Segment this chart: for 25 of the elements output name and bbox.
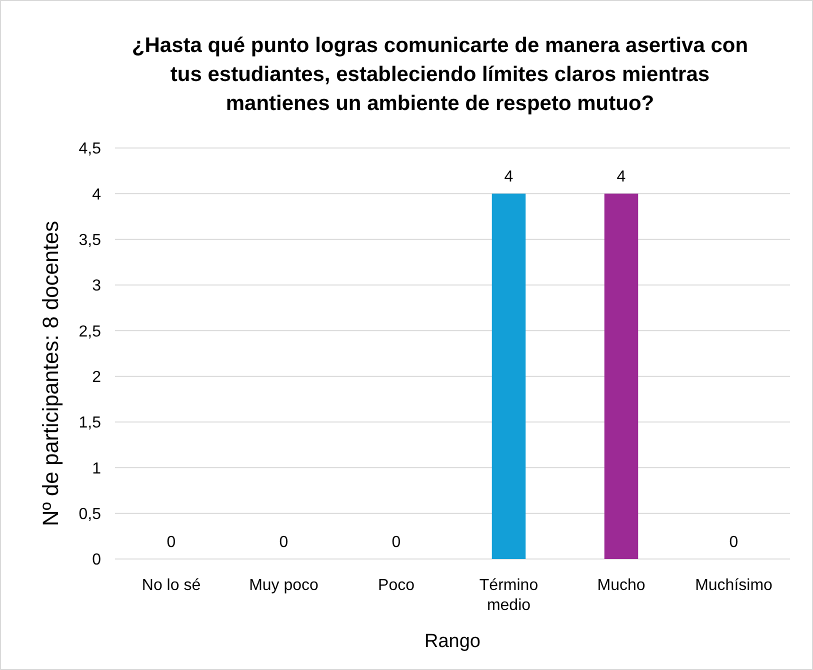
y-tick-label: 0,5 [78, 506, 102, 523]
x-tick-label: Mucho [597, 577, 646, 594]
x-axis-title: Rango [424, 631, 480, 652]
x-tick-label: No lo sé [142, 577, 201, 594]
data-label: 0 [166, 534, 176, 551]
data-label: 0 [392, 534, 401, 551]
y-tick-label: 3 [92, 278, 102, 295]
y-tick-label: 4,5 [78, 140, 102, 158]
data-label: 4 [504, 168, 514, 186]
y-tick-label: 2 [92, 368, 102, 386]
chart-title: ¿Hasta qué punto logras comunicarte de manera asertiva con tus estudiantes, estableciendo límites claros mientras mantienes un ambiente de respeto mutuo? [132, 34, 748, 115]
y-tick-label: 0 [92, 552, 102, 569]
data-label: 0 [279, 534, 288, 551]
x-tick-label: Poco [378, 577, 415, 594]
y-tick-label: 3,5 [78, 232, 102, 249]
y-tick-label: 4 [92, 186, 102, 204]
data-label: 0 [729, 534, 738, 551]
y-tick-label: 2,5 [78, 323, 102, 340]
y-axis-title: Nº de participantes: 8 docentes [38, 220, 63, 526]
y-tick-label: 1,5 [78, 414, 102, 432]
x-tick-label: Término medio [479, 577, 538, 614]
x-tick-label: Muy poco [249, 577, 319, 594]
y-tick-label: 1 [92, 460, 102, 478]
x-tick-label: Muchísimo [695, 577, 773, 594]
data-label: 4 [616, 168, 626, 186]
